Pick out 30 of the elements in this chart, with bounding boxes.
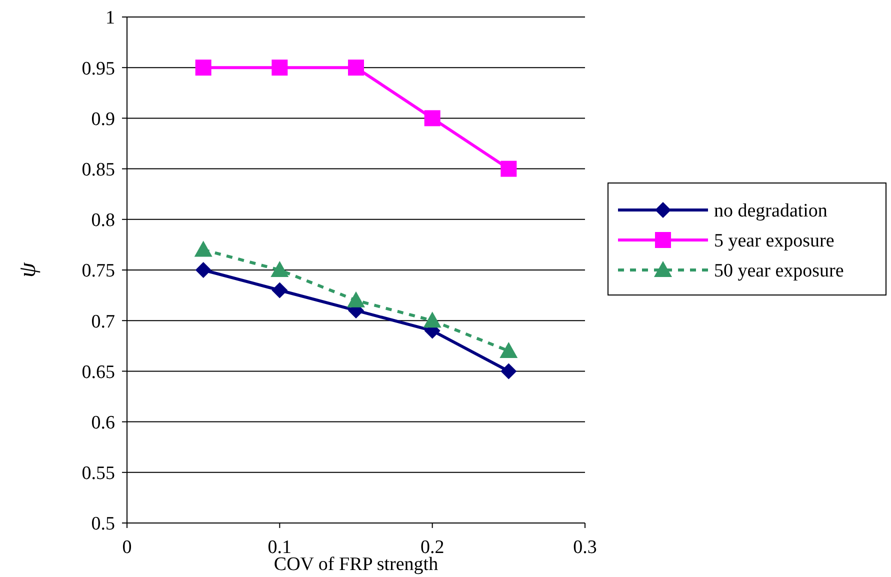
y-tick-label: 0.55 xyxy=(82,463,115,484)
y-tick-label: 0.6 xyxy=(91,412,115,434)
y-tick-label: 0.5 xyxy=(91,514,115,535)
y-tick-label: 1 xyxy=(106,8,115,29)
point xyxy=(348,60,364,76)
y-tick-label: 0.8 xyxy=(91,210,115,232)
x-tick-label: 0 xyxy=(122,537,132,558)
legend-label: no degradation xyxy=(714,200,828,222)
point xyxy=(272,60,288,76)
y-axis-title: ψ xyxy=(15,261,41,278)
legend-label: 50 year exposure xyxy=(714,260,844,282)
point xyxy=(347,291,365,308)
point xyxy=(272,282,288,298)
point xyxy=(424,110,440,126)
y-tick-label: 0.75 xyxy=(82,260,115,282)
point xyxy=(270,261,289,277)
y-tick-label: 0.95 xyxy=(82,58,115,80)
point xyxy=(500,342,518,358)
point xyxy=(195,262,212,278)
x-tick-label: 0.3 xyxy=(573,537,597,558)
y-tick-label: 0.65 xyxy=(82,362,115,383)
y-tick-label: 0.85 xyxy=(82,159,115,180)
y-tick-label: 0.9 xyxy=(91,108,115,130)
point xyxy=(423,312,442,328)
y-tick-label: 0.7 xyxy=(91,311,115,332)
point xyxy=(500,160,517,177)
point xyxy=(194,240,212,257)
point xyxy=(500,363,517,380)
point xyxy=(195,60,212,76)
legend-label: 5 year exposure xyxy=(714,230,834,252)
